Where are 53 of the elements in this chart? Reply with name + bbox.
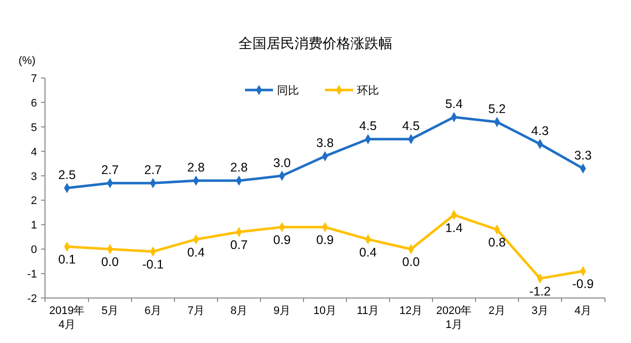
x-tick-label: 11月 xyxy=(356,305,380,317)
x-tick-label: 4月 xyxy=(574,305,592,317)
chart-title: 全国居民消费价格涨跌幅 xyxy=(238,35,392,51)
y-tick-label: 2 xyxy=(30,195,37,208)
data-label: 0.8 xyxy=(488,236,506,250)
data-label: 4.5 xyxy=(359,119,377,134)
data-label: 0.4 xyxy=(359,245,377,260)
data-label: 0.0 xyxy=(402,255,420,270)
x-tick-label: 7月 xyxy=(187,305,205,317)
x-tick-label: 5月 xyxy=(101,305,119,317)
legend-label: 同比 xyxy=(277,84,299,97)
data-label: 2.8 xyxy=(187,160,205,175)
x-tick-label: 2019年 4月 xyxy=(49,305,85,331)
y-tick-label: 5 xyxy=(30,122,37,134)
data-label: 4.5 xyxy=(402,119,420,134)
data-label: 2.8 xyxy=(230,160,248,175)
data-label: -0.1 xyxy=(142,258,164,272)
y-tick-label: 3 xyxy=(30,170,37,183)
x-tick-label: 12月 xyxy=(399,305,423,317)
data-label: 0.7 xyxy=(230,238,248,252)
data-label: 2.7 xyxy=(144,163,162,178)
x-tick-label: 9月 xyxy=(273,305,291,317)
y-axis-title: (%) xyxy=(18,55,36,67)
x-tick-label: 2月 xyxy=(488,305,506,317)
data-label: 0.0 xyxy=(101,255,119,270)
data-label: 0.1 xyxy=(58,252,76,267)
y-tick-label: -1 xyxy=(27,268,37,281)
y-tick-label: 4 xyxy=(30,146,37,158)
x-tick-label: 8月 xyxy=(230,305,248,317)
data-label: 2.7 xyxy=(101,163,119,178)
data-label: 5.2 xyxy=(488,102,506,116)
data-label: -0.9 xyxy=(572,277,594,292)
y-tick-label: 7 xyxy=(30,73,37,85)
data-label: 0.4 xyxy=(187,245,205,260)
data-label: 2.5 xyxy=(58,168,76,182)
legend-label: 环比 xyxy=(357,84,379,97)
data-label: -1.2 xyxy=(529,284,551,298)
data-label: 5.4 xyxy=(445,97,463,112)
data-label: 3.8 xyxy=(316,136,334,150)
y-tick-label: -2 xyxy=(27,293,37,305)
x-tick-label: 10月 xyxy=(313,305,337,317)
x-tick-label: 2020年 1月 xyxy=(436,305,472,331)
data-label: 1.4 xyxy=(445,220,463,235)
y-tick-label: 0 xyxy=(30,244,37,256)
x-tick-label: 3月 xyxy=(531,305,549,317)
data-label: 4.3 xyxy=(531,124,549,138)
data-label: 3.3 xyxy=(574,148,592,162)
data-label: 0.9 xyxy=(273,233,291,248)
x-tick-label: 6月 xyxy=(144,305,162,317)
y-tick-label: 6 xyxy=(30,97,37,110)
y-tick-label: 1 xyxy=(30,220,37,232)
data-label: 0.9 xyxy=(316,233,334,248)
data-label: 3.0 xyxy=(273,156,291,170)
